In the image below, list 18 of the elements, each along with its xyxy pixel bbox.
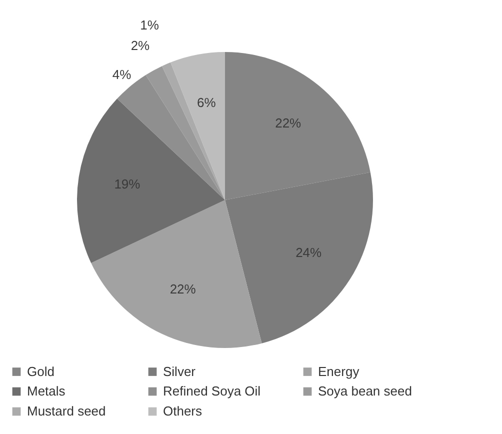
- legend-label: Mustard seed: [27, 404, 106, 418]
- pie-slice: [77, 98, 225, 264]
- legend-label: Silver: [163, 364, 196, 379]
- pie-slice: [170, 52, 225, 200]
- data-label: 4%: [112, 67, 132, 82]
- data-label: 1%: [140, 18, 160, 33]
- legend-label: Metals: [27, 384, 66, 398]
- data-label: 2%: [130, 38, 150, 53]
- legend-label: Gold: [27, 364, 54, 379]
- legend-label: Others: [163, 404, 203, 418]
- legend-label: Soya bean seed: [318, 384, 412, 398]
- pie-slice: [162, 62, 225, 200]
- data-label: 22%: [275, 116, 302, 131]
- legend-label: Refined Soya Oil: [163, 384, 261, 398]
- data-label: 24%: [296, 245, 322, 260]
- data-label: 22%: [170, 282, 196, 297]
- data-label: 6%: [197, 94, 216, 110]
- legend-label: Energy: [318, 364, 360, 379]
